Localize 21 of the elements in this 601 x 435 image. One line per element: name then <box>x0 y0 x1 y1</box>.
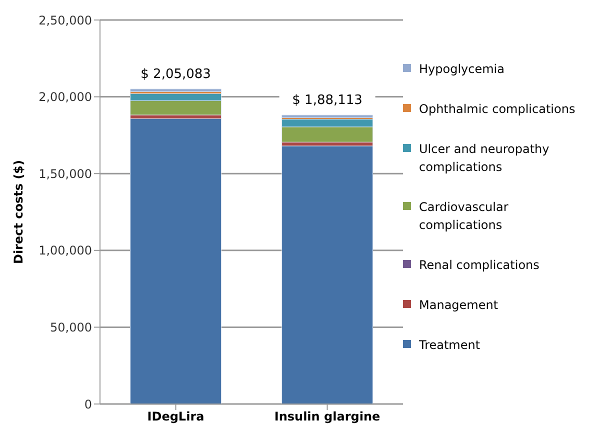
total-label: $ 2,05,083 <box>140 66 211 82</box>
y-tick-label: 2,00,000 <box>38 90 92 104</box>
y-tick-label: 1,00,000 <box>38 244 92 258</box>
legend-label: Ulcer and neuropathy complications <box>419 141 550 176</box>
legend-label: Ophthalmic complications <box>419 101 576 118</box>
y-tick-label: 1,50,000 <box>38 166 92 181</box>
bar <box>130 118 222 404</box>
legend-label: Treatment <box>419 337 480 354</box>
legend-label: Management <box>419 297 498 314</box>
legend-label: Hypoglycemia <box>419 61 504 78</box>
bar <box>130 88 222 92</box>
bar <box>282 146 374 404</box>
x-tick-label: IDegLira <box>147 410 204 424</box>
y-tick-label: 50,000 <box>50 320 92 334</box>
total-label: $ 1,88,113 <box>292 93 362 108</box>
y-tick-label: 2,50,000 <box>38 13 92 28</box>
legend-label: Cardiovascular complications <box>419 199 510 234</box>
y-tick-label: 0 <box>84 397 92 412</box>
y-axis-title: Direct costs ($) <box>11 160 26 264</box>
legend-label: Renal complications <box>419 257 540 274</box>
x-tick-label: Insulin glargine <box>274 410 380 424</box>
